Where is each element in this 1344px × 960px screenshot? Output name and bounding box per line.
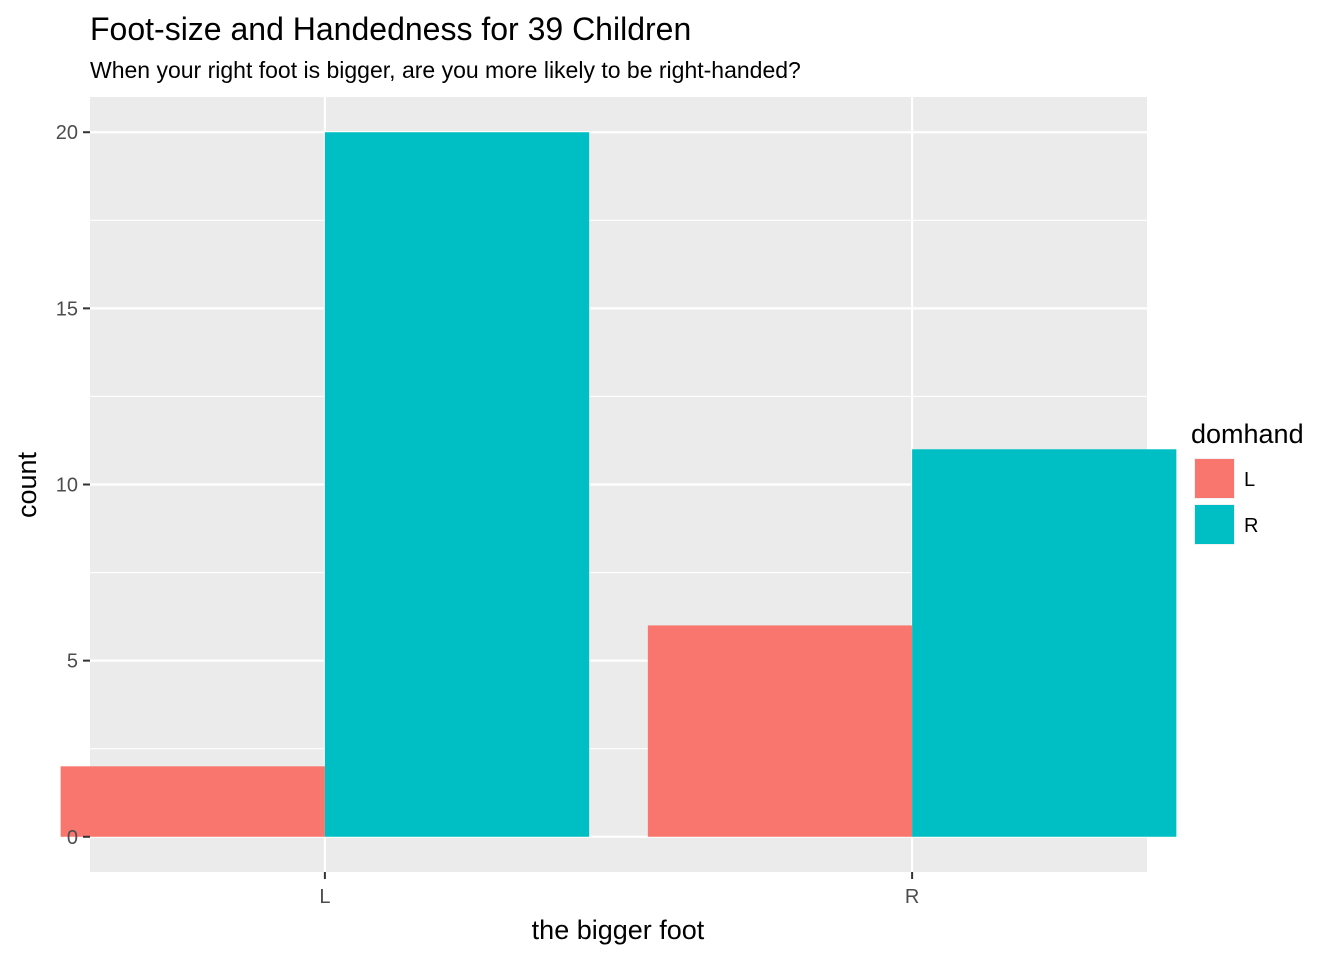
y-tick-label: 10 xyxy=(56,475,78,497)
legend-items: LR xyxy=(1194,458,1258,545)
y-axis: 0 5 10 15 20 xyxy=(56,122,90,849)
bar xyxy=(912,449,1177,837)
bar xyxy=(60,766,325,837)
y-tick-label: 5 xyxy=(67,651,78,673)
chart-subtitle: When your right foot is bigger, are you … xyxy=(90,57,801,83)
x-tick-label: L xyxy=(319,886,330,908)
x-tick-label: R xyxy=(905,886,919,908)
legend: domhand LR xyxy=(1191,419,1304,545)
x-axis-title: the bigger foot xyxy=(532,915,705,945)
legend-title: domhand xyxy=(1191,419,1304,449)
bar xyxy=(324,132,590,837)
legend-label: R xyxy=(1244,515,1258,537)
chart-title: Foot-size and Handedness for 39 Children xyxy=(90,11,691,47)
y-tick-label: 15 xyxy=(56,298,78,320)
y-tick-label: 0 xyxy=(67,827,78,849)
bars xyxy=(60,132,1177,837)
y-tick-label: 20 xyxy=(56,122,78,144)
y-axis-title: count xyxy=(12,451,42,518)
legend-swatch xyxy=(1195,459,1234,498)
bar xyxy=(647,625,913,837)
legend-swatch xyxy=(1195,505,1234,544)
legend-label: L xyxy=(1244,469,1255,491)
